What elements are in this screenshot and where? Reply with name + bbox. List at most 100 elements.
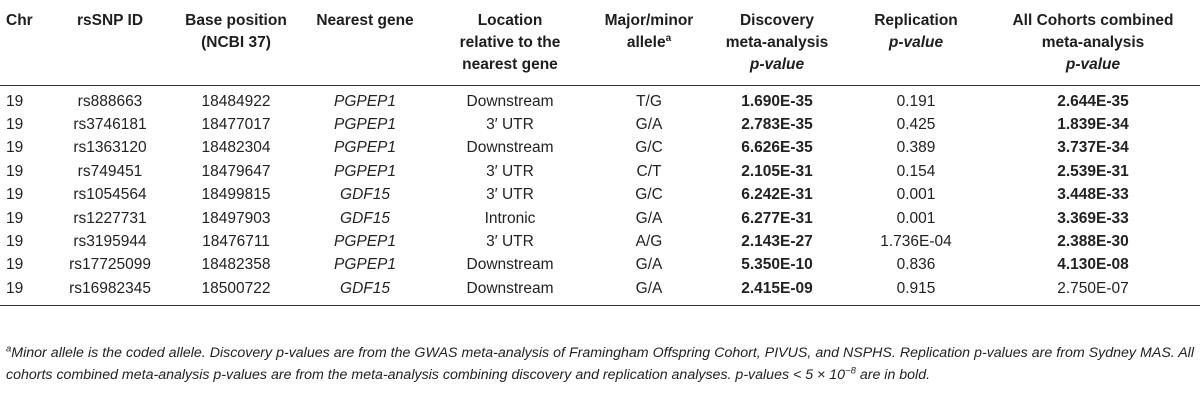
column-header-line: All Cohorts combined xyxy=(1012,12,1174,29)
cell-allele: G/A xyxy=(635,256,663,274)
results-table-container: Chr rsSNP ID Base position (NCBI 37) Nearest… xyxy=(0,0,1200,383)
cell-replication: 0.389 xyxy=(896,139,936,157)
table-row: 19 rs1227731 18497903 GDF15 Intronic G/A 6.277… xyxy=(0,207,1200,230)
cell-replication: 0.191 xyxy=(896,92,936,110)
table-header: Chr rsSNP ID Base position (NCBI 37) Nearest… xyxy=(0,0,1200,86)
cell-allele: G/A xyxy=(635,116,663,134)
cell-replication: 0.836 xyxy=(896,256,936,274)
column-header-base: Base position (NCBI 37) xyxy=(172,0,300,86)
footnote-exponent: −8 xyxy=(845,364,856,376)
cell-combined: 1.839E-34 xyxy=(1057,116,1129,134)
column-header-line: meta-analysis xyxy=(725,34,829,51)
column-header-line: Discovery xyxy=(739,12,815,29)
cell-discovery: 6.242E-31 xyxy=(741,186,813,204)
cell-combined: 3.737E-34 xyxy=(1057,139,1129,157)
cell-location: Downstream xyxy=(466,256,554,274)
cell-chr: 19 xyxy=(6,92,24,110)
footnote-marker: a xyxy=(6,343,12,355)
cell-combined: 4.130E-08 xyxy=(1057,256,1129,274)
table-row: 19 rs17725099 18482358 PGPEP1 Downstream G/A 5… xyxy=(0,254,1200,277)
cell-location: 3′ UTR xyxy=(486,116,534,134)
header-row: Chr rsSNP ID Base position (NCBI 37) Nearest… xyxy=(0,0,1200,86)
cell-gene: GDF15 xyxy=(340,186,390,204)
column-header-line: Replication xyxy=(874,12,958,29)
cell-gene: PGPEP1 xyxy=(333,233,397,251)
column-header-line: Location xyxy=(477,12,543,29)
cell-rsid: rs16982345 xyxy=(48,277,172,306)
cell-base: 18499815 xyxy=(201,186,271,204)
cell-combined: 2.644E-35 xyxy=(1057,92,1129,110)
cell-chr: 19 xyxy=(0,277,48,306)
cell-allele: G/A xyxy=(635,209,663,227)
cell-allele: G/C xyxy=(635,139,663,157)
header-superscript: a xyxy=(665,32,672,44)
cell-replication: 1.736E-04 xyxy=(880,233,952,251)
cell-base: 18482304 xyxy=(201,139,271,157)
column-header-rsid: rsSNP ID xyxy=(48,0,172,86)
cell-chr: 19 xyxy=(6,186,24,204)
column-header-line: nearest gene xyxy=(462,56,558,73)
column-header-gene: Nearest gene xyxy=(300,0,430,86)
cell-base: 18479647 xyxy=(201,162,271,180)
cell-gene: PGPEP1 xyxy=(333,162,397,180)
cell-rsid: rs17725099 xyxy=(69,256,151,274)
cell-chr: 19 xyxy=(6,162,24,180)
cell-chr: 19 xyxy=(6,116,24,134)
table-row: 19 rs3746181 18477017 PGPEP1 3′ UTR G/A 2.783E… xyxy=(0,113,1200,136)
cell-base: 18500722 xyxy=(172,277,300,306)
column-header-line: p-value xyxy=(1065,56,1121,73)
column-header-line: p-value xyxy=(888,34,944,51)
cell-combined: 2.539E-31 xyxy=(1057,162,1129,180)
cell-chr: 19 xyxy=(6,209,24,227)
cell-discovery: 2.105E-31 xyxy=(741,162,813,180)
cell-location: Downstream xyxy=(466,139,554,157)
cell-chr: 19 xyxy=(6,139,24,157)
cell-base: 18476711 xyxy=(202,233,270,251)
cell-base: 18477017 xyxy=(201,116,271,134)
cell-combined: 3.448E-33 xyxy=(1057,186,1129,204)
column-header-line: rsSNP ID xyxy=(76,12,144,29)
cell-replication: 0.154 xyxy=(896,162,936,180)
cell-location: Intronic xyxy=(484,209,536,227)
cell-gene: PGPEP1 xyxy=(333,256,397,274)
cell-allele: T/G xyxy=(636,92,662,110)
cell-discovery: 5.350E-10 xyxy=(741,256,813,274)
cell-gene: GDF15 xyxy=(300,277,430,306)
cell-discovery: 2.783E-35 xyxy=(741,116,813,134)
column-header-line: p-value xyxy=(749,56,805,73)
column-header-replication: Replication p-value xyxy=(846,0,986,86)
cell-gene: PGPEP1 xyxy=(333,116,397,134)
column-header-location: Location relative to the nearest gene xyxy=(430,0,590,86)
cell-discovery: 1.690E-35 xyxy=(741,92,813,110)
cell-rsid: rs749451 xyxy=(77,162,143,180)
cell-allele: C/T xyxy=(636,162,662,180)
cell-rsid: rs1363120 xyxy=(73,139,147,157)
column-header-chr: Chr xyxy=(0,0,48,86)
column-header-line: (NCBI 37) xyxy=(201,34,271,51)
cell-rsid: rs1054564 xyxy=(73,186,147,204)
cell-combined: 2.750E-07 xyxy=(986,277,1200,306)
cell-location: 3′ UTR xyxy=(486,162,534,180)
cell-discovery: 2.143E-27 xyxy=(741,233,813,251)
table-row: 19 rs749451 18479647 PGPEP1 3′ UTR C/T 2.105E-… xyxy=(0,160,1200,183)
table-row: 19 rs16982345 18500722 GDF15 Downstream G/A 2.… xyxy=(0,277,1200,306)
footnote-text-end: are in bold. xyxy=(855,366,931,383)
column-header-line: Base position xyxy=(185,12,287,29)
cell-discovery: 2.415E-09 xyxy=(708,277,846,306)
cell-chr: 19 xyxy=(6,256,24,274)
cell-replication: 0.915 xyxy=(846,277,986,306)
cell-location: 3′ UTR xyxy=(486,233,534,251)
table-body: 19 rs888663 18484922 PGPEP1 Downstream T/G 1.6… xyxy=(0,86,1200,306)
column-header-line: Major/minor xyxy=(604,12,694,29)
table-footnote: aMinor allele is the coded allele. Disco… xyxy=(6,343,1194,386)
column-header-discovery: Discovery meta-analysis p-value xyxy=(708,0,846,86)
snp-association-table: Chr rsSNP ID Base position (NCBI 37) Nearest… xyxy=(0,0,1200,306)
cell-chr: 19 xyxy=(6,233,24,251)
cell-allele: G/C xyxy=(635,186,663,204)
cell-rsid: rs3746181 xyxy=(73,116,147,134)
cell-discovery: 6.626E-35 xyxy=(741,139,813,157)
cell-rsid: rs1227731 xyxy=(73,209,147,227)
column-header-allele: Major/minor allelea xyxy=(590,0,708,86)
cell-replication: 0.001 xyxy=(896,209,936,227)
cell-gene: GDF15 xyxy=(340,209,390,227)
